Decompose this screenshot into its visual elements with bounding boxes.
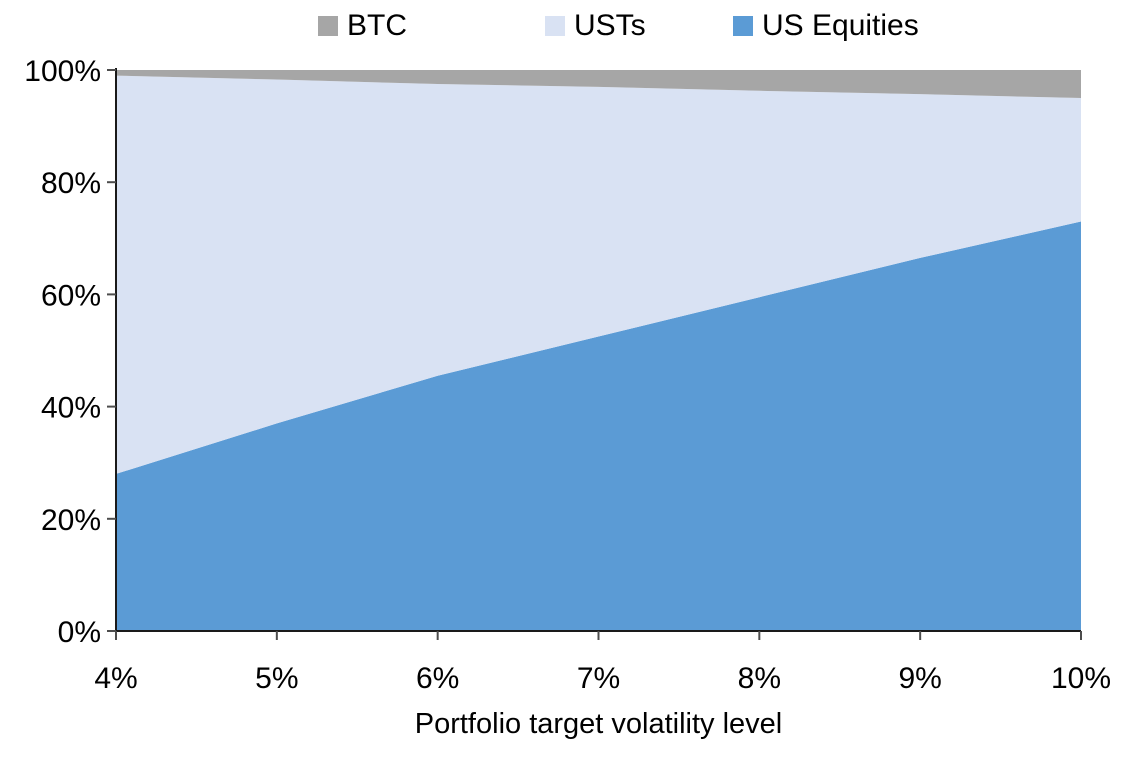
legend-swatch-icon	[318, 16, 338, 36]
y-tick-label: 40%	[41, 392, 101, 425]
y-tick-label: 0%	[58, 616, 101, 649]
legend-swatch-icon	[545, 16, 565, 36]
y-tick-label: 100%	[24, 55, 101, 88]
x-tick-label: 4%	[94, 662, 137, 695]
y-tick-label: 20%	[41, 504, 101, 537]
legend-item-btc: BTC	[318, 10, 407, 42]
area-us-equities	[116, 221, 1081, 631]
y-tick-label: 80%	[41, 167, 101, 200]
x-tick-label: 8%	[738, 662, 781, 695]
x-tick-label: 6%	[416, 662, 459, 695]
x-tick-label: 9%	[898, 662, 941, 695]
area-btc	[116, 70, 1081, 99]
x-axis-title: Portfolio target volatility level	[414, 708, 783, 740]
legend-item-usts: USTs	[545, 10, 646, 42]
legend-item-us-equities: US Equities	[733, 10, 919, 42]
x-tick-label: 5%	[255, 662, 298, 695]
legend-swatch-icon	[733, 16, 753, 36]
y-tick-label: 60%	[41, 279, 101, 312]
legend-label: BTC	[347, 9, 407, 42]
legend-label: USTs	[574, 9, 646, 42]
x-tick-label: 7%	[577, 662, 620, 695]
legend-label: US Equities	[762, 9, 919, 42]
area-usts	[116, 75, 1081, 474]
x-tick-label: 10%	[1051, 662, 1111, 695]
